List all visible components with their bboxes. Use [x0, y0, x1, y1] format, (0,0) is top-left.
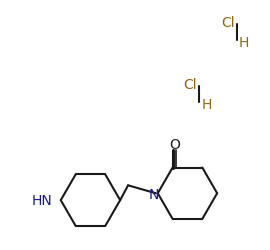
Text: O: O — [169, 137, 180, 151]
Text: N: N — [148, 188, 159, 202]
Text: Cl: Cl — [184, 78, 197, 92]
Text: H: H — [239, 36, 249, 50]
Text: Cl: Cl — [221, 16, 235, 30]
Text: HN: HN — [32, 194, 53, 207]
Text: H: H — [201, 98, 212, 112]
